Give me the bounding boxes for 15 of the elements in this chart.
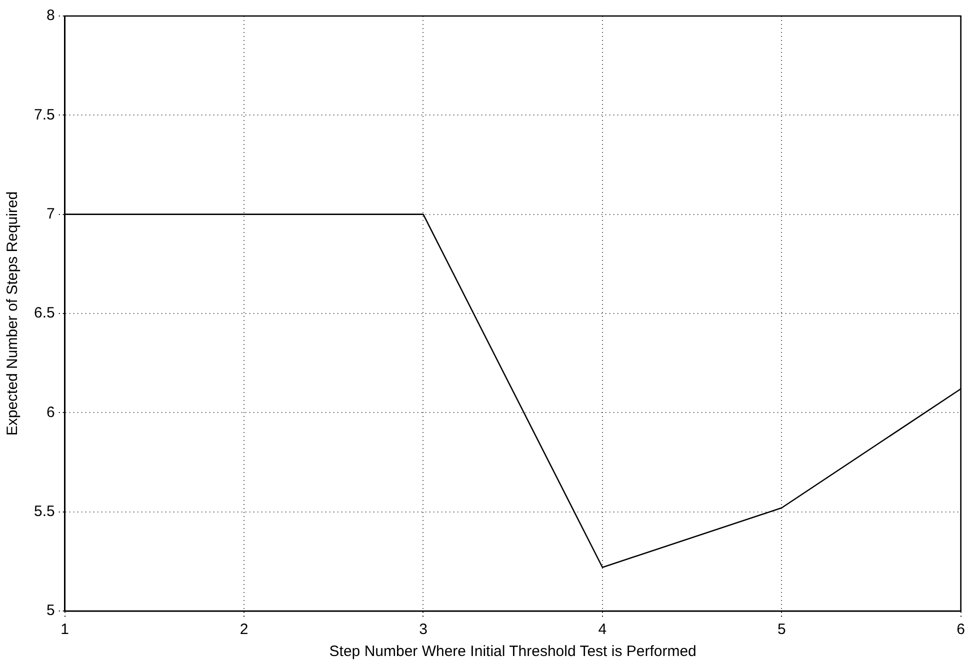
y-tick-label: 5: [46, 602, 55, 620]
x-tick-label: 4: [598, 621, 607, 638]
y-tick-label: 7.5: [34, 106, 55, 124]
x-tick-label: 1: [60, 621, 70, 638]
x-tick-label: 6: [956, 621, 965, 638]
x-axis-title: Step Number Where Initial Threshold Test is Performed: [329, 643, 696, 660]
y-tick-label: 6: [46, 404, 55, 421]
y-axis-title: Expected Number of Steps Required: [4, 191, 22, 436]
x-tick-label: 2: [240, 621, 248, 638]
x-tick-label: 3: [419, 621, 428, 638]
x-tick-label: 5: [777, 621, 786, 638]
y-tick-label: 7: [46, 205, 55, 222]
y-tick-label: 5.5: [34, 502, 55, 520]
y-tick-label: 8: [46, 7, 55, 24]
y-tick-label: 6.5: [34, 304, 55, 322]
